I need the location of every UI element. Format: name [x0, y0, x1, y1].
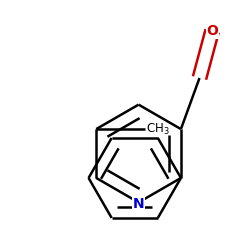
Text: N: N	[133, 197, 144, 211]
Text: CH$_3$: CH$_3$	[146, 122, 170, 136]
Text: O: O	[206, 24, 218, 38]
